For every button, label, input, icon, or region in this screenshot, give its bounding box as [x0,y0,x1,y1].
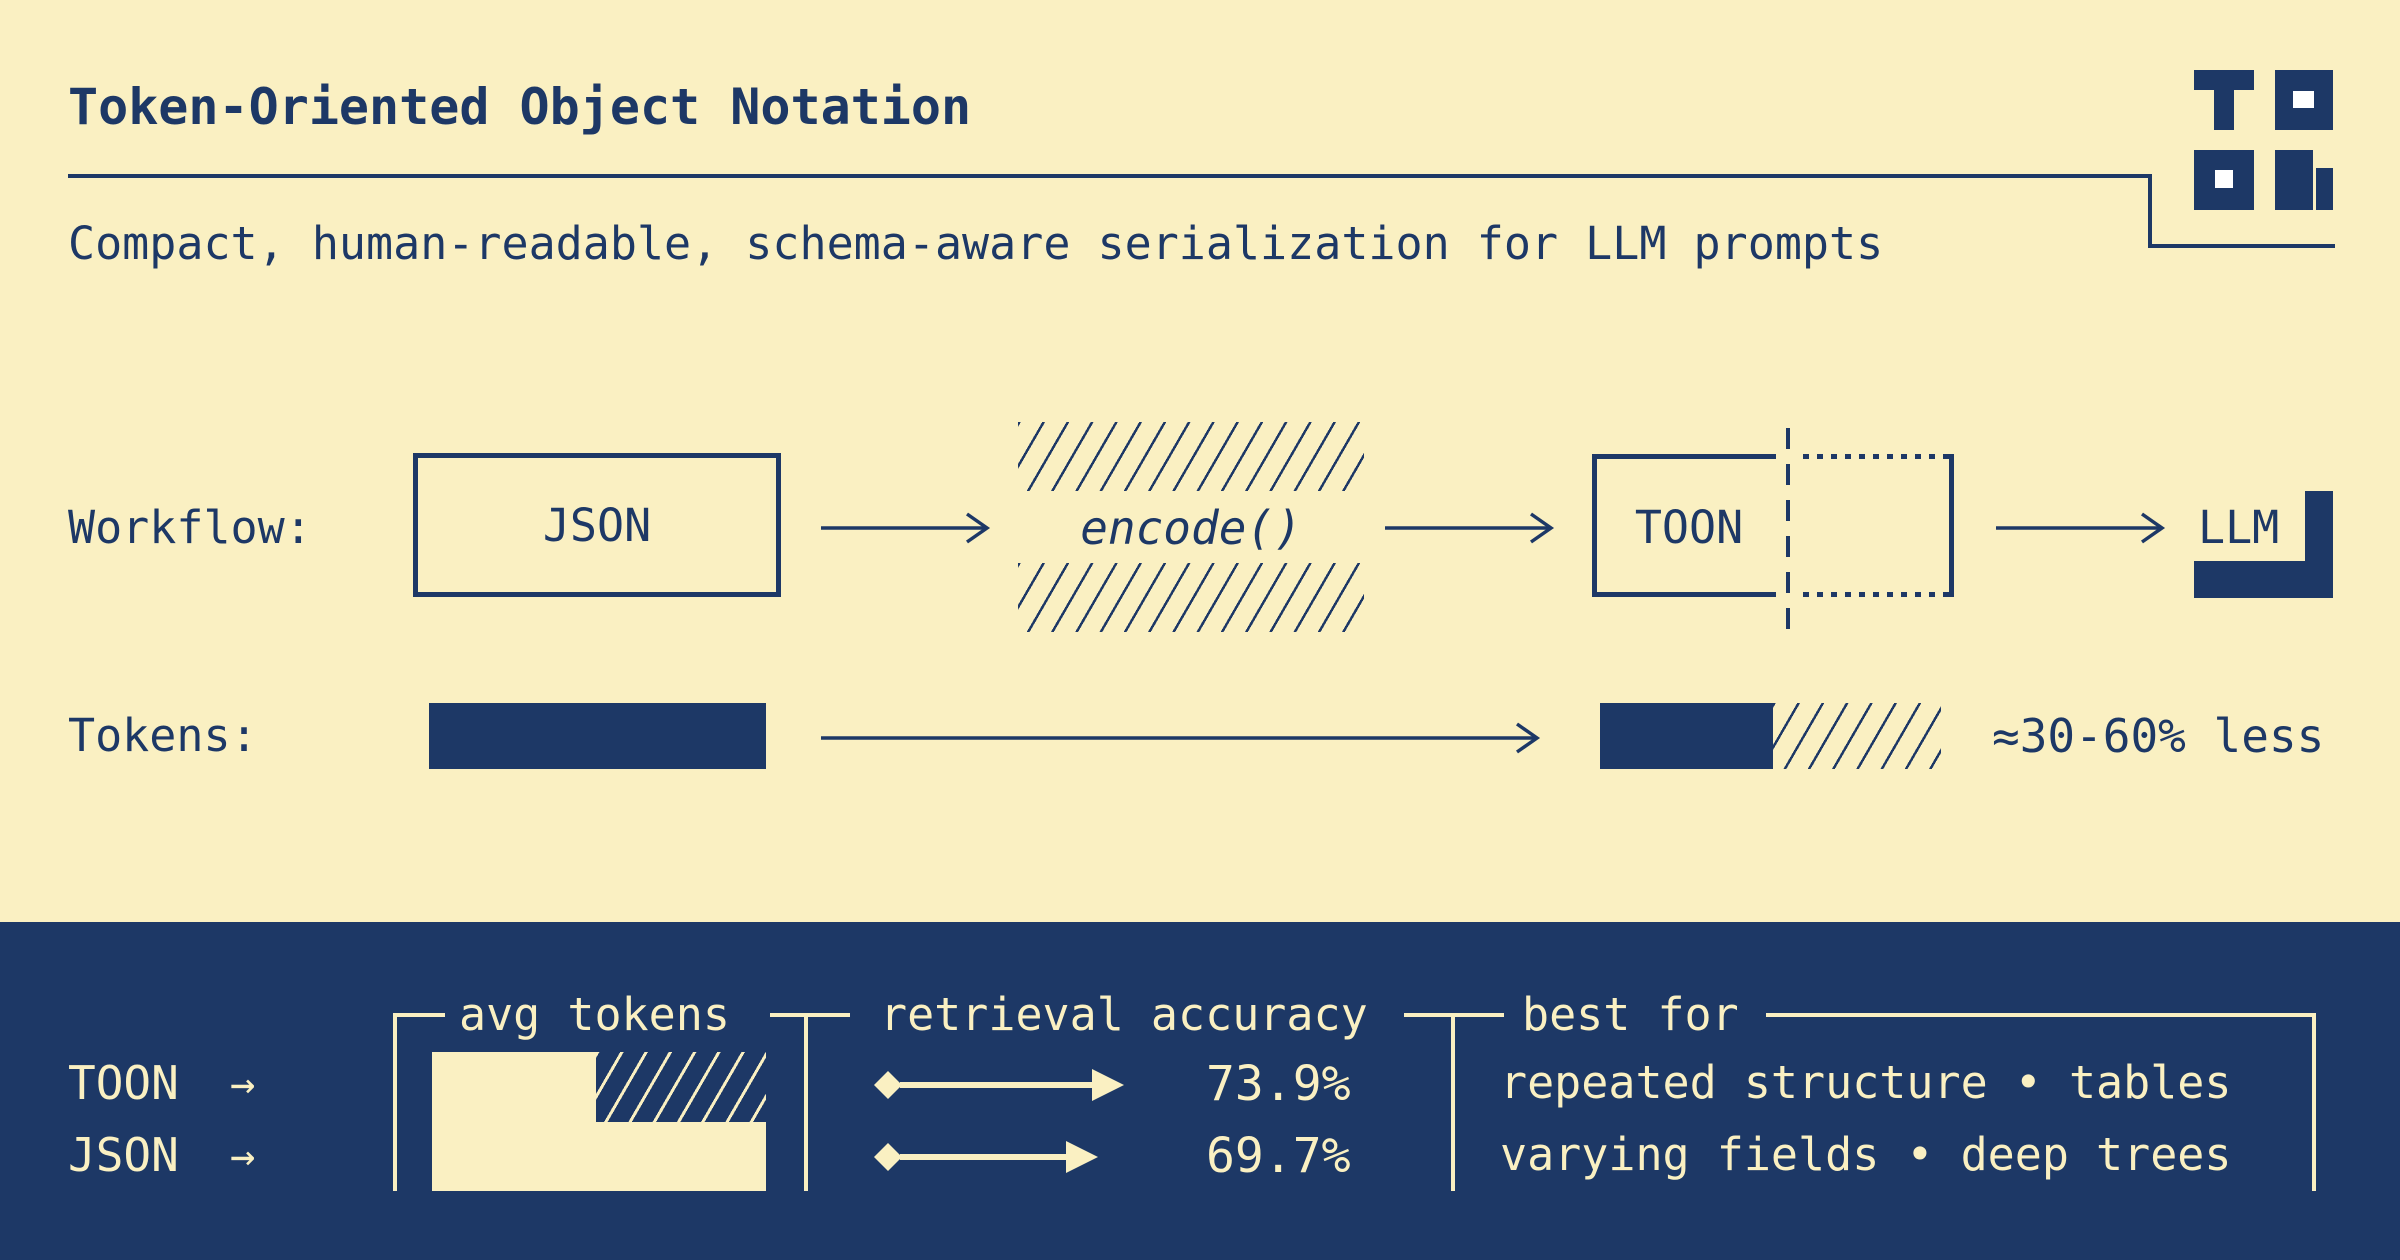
toon-box-border [1592,454,1776,459]
toon-box-border [1592,592,1776,597]
json-box: JSON [413,453,781,597]
accuracy-arrow-json-icon [874,1141,1098,1173]
page-subtitle: Compact, human-readable, schema-aware se… [68,217,1884,270]
tokens-bar-json [429,703,766,769]
best-for-json: varying fields • deep trees [1500,1128,2232,1181]
arrow-right-icon: → [230,1059,256,1108]
toon-box-dotted-border [1803,454,1950,459]
json-box-label: JSON [542,498,652,552]
toon-box-border [1592,454,1597,597]
logo-glyph-hole [2293,91,2314,108]
column-separator [1451,1013,1455,1191]
bracket-line [393,1013,445,1017]
arrow-right-icon [1996,512,2166,544]
avg-tokens-bar-toon [432,1052,596,1122]
header-avg-tokens: avg tokens [459,988,730,1041]
encode-label: encode() [1080,501,1302,555]
divider-step-horizontal [2148,244,2335,248]
logo-glyph-t-stem [2214,70,2234,130]
cut-dashed-line [1786,428,1790,631]
tokens-label: Tokens: [68,709,258,762]
accuracy-value-toon: 73.9% [1206,1056,1351,1112]
comparison-section [0,922,2400,1260]
logo-glyph-o-lower-icon [2194,150,2254,210]
logo-glyph-n-icon [2275,150,2333,210]
logo-glyph-t-icon [2194,70,2254,130]
header-retrieval-accuracy: retrieval accuracy [880,988,1368,1041]
bracket-line [393,1013,397,1191]
encode-hatch-bottom [1018,563,1364,632]
accuracy-arrow-toon-icon [874,1069,1124,1101]
arrow-right-icon: → [230,1131,256,1180]
bracket-line [1766,1013,2316,1017]
encode-hatch-top [1018,422,1364,491]
tokens-bar-toon-saved-hatch [1773,703,1941,769]
logo-glyph-o-upper-icon [2275,70,2333,130]
llm-corner-icon [2194,491,2333,598]
bracket-line [2312,1013,2316,1191]
toon-box-dotted-border [1803,592,1950,597]
workflow-label: Workflow: [68,501,312,554]
row-label-json: JSON [68,1128,179,1182]
logo-glyph-hole [2215,170,2233,188]
column-separator [804,1013,808,1191]
logo-glyph-n-body [2275,150,2313,210]
llm-corner-right [2305,491,2333,598]
toon-box-label: TOON [1634,501,1744,554]
tokens-bar-toon-solid [1600,703,1773,769]
page-title: Token-Oriented Object Notation [68,78,972,136]
bracket-line [770,1013,850,1017]
arrow-right-icon [821,512,991,544]
divider-line [68,174,2152,178]
avg-tokens-bar-toon-hatch [596,1052,766,1122]
tokens-savings-label: ≈30-60% less [1992,709,2325,763]
long-arrow-right-icon [821,722,1541,754]
toon-box-border [1949,454,1954,597]
arrow-right-icon [1385,512,1555,544]
divider-step-vertical [2148,174,2152,248]
best-for-toon: repeated structure • tables [1500,1056,2232,1109]
avg-tokens-bar-json [432,1122,766,1191]
logo-glyph-n-leg [2316,168,2333,210]
llm-label: LLM [2198,501,2280,554]
header-best-for: best for [1522,988,1739,1041]
accuracy-value-json: 69.7% [1206,1128,1351,1184]
row-label-toon: TOON [68,1056,179,1110]
